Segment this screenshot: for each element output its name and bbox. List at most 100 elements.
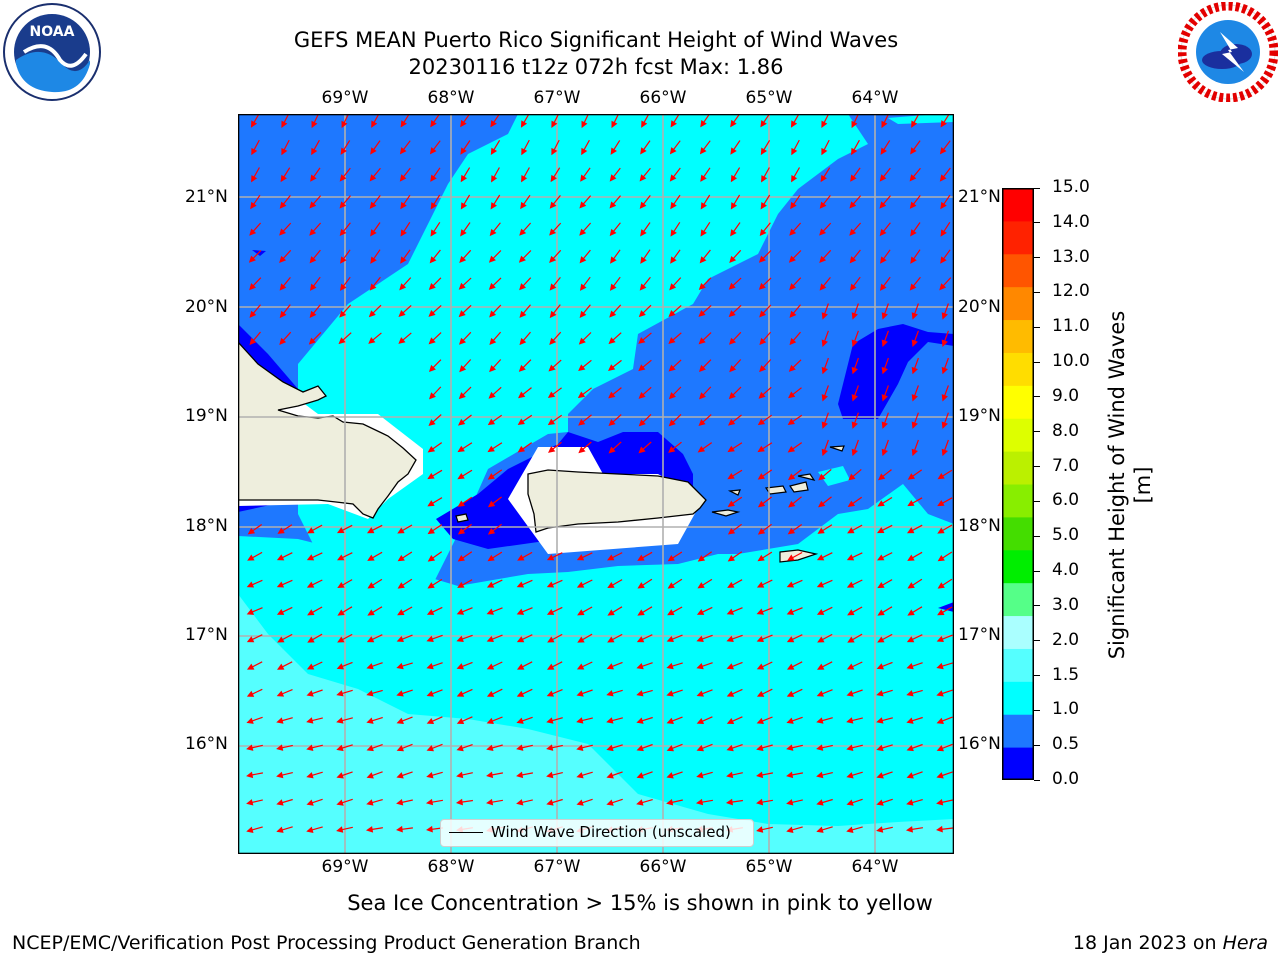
wave-arrow-head xyxy=(727,472,735,480)
land-island xyxy=(455,513,469,523)
wave-arrow-head xyxy=(370,147,377,155)
wave-arrow-head xyxy=(486,744,494,752)
wave-arrow-head xyxy=(607,581,615,589)
wave-arrow-head xyxy=(911,394,918,402)
wave-arrow-head xyxy=(608,391,616,399)
wave-arrow-head xyxy=(486,581,495,588)
colorbar-tick-label: 1.0 xyxy=(1052,699,1080,720)
wave-arrow-head xyxy=(878,473,886,481)
wave-arrow-head xyxy=(250,120,258,128)
wave-arrow-head xyxy=(849,256,857,264)
colorbar-tick xyxy=(1034,222,1040,224)
wave-arrow-head xyxy=(490,202,497,210)
wave-arrow-head xyxy=(427,445,436,453)
wave-arrow-head xyxy=(459,255,467,264)
wave-arrow-head xyxy=(639,174,647,182)
wave-arrow-head xyxy=(761,175,768,183)
colorbar-tick-label: 5.0 xyxy=(1052,525,1080,546)
wave-arrow-head xyxy=(577,391,586,399)
wave-arrow-head xyxy=(490,147,498,155)
wave-arrow-head xyxy=(336,826,344,833)
wave-arrow-head xyxy=(821,147,828,156)
wave-arrow-head xyxy=(636,745,644,752)
wave-arrow-head xyxy=(486,771,494,779)
wave-arrow-head xyxy=(547,418,556,426)
wave-arrow-head xyxy=(786,717,794,724)
wave-arrow-head xyxy=(517,554,525,561)
wave-arrow-head xyxy=(306,772,314,779)
wave-arrow-head xyxy=(460,119,467,128)
wave-arrow-head xyxy=(547,391,556,398)
wave-arrow-head xyxy=(246,636,255,643)
wave-arrow-head xyxy=(936,717,944,724)
wave-arrow-head xyxy=(727,527,736,535)
lon-label-bottom: 67°W xyxy=(533,857,581,877)
wave-arrow-head xyxy=(516,608,525,615)
wave-arrow-head xyxy=(936,799,944,806)
contour-1.0-1.5-patch xyxy=(818,466,850,486)
wave-arrow-head xyxy=(519,310,527,318)
colorbar-tick-label: 3.0 xyxy=(1052,594,1080,615)
wave-arrow-head xyxy=(700,202,707,210)
wave-arrow-head xyxy=(396,635,404,643)
wave-arrow-head xyxy=(247,663,255,670)
colorbar-tick xyxy=(1034,570,1040,572)
wave-arrow-head xyxy=(819,255,827,264)
wave-arrow-head xyxy=(876,826,884,833)
wave-arrow-head xyxy=(486,798,494,806)
wave-arrow-head xyxy=(546,717,554,724)
wave-arrow-head xyxy=(336,744,344,752)
wave-arrow-head xyxy=(548,364,556,372)
wave-arrow-head xyxy=(249,228,257,236)
colorbar-segment xyxy=(1002,714,1034,748)
wave-arrow-head xyxy=(756,635,764,643)
wave-arrow-head xyxy=(371,120,378,128)
wave-arrow-head xyxy=(609,310,617,318)
wave-arrow-head xyxy=(876,717,884,724)
wave-arrow-head xyxy=(516,690,525,697)
wave-arrow-head xyxy=(668,309,676,317)
colorbar-tick xyxy=(1034,779,1040,781)
wave-arrow-head xyxy=(786,771,794,779)
lat-label-right: 20°N xyxy=(958,297,1001,317)
wave-arrow-head xyxy=(757,500,766,508)
wave-arrow-head xyxy=(819,201,827,209)
wave-arrow-head xyxy=(941,339,948,347)
wave-arrow-head xyxy=(577,609,585,616)
wave-arrow-head xyxy=(340,256,347,264)
wave-arrow-head xyxy=(489,337,497,346)
wave-arrow-head xyxy=(816,581,825,588)
wave-arrow-head xyxy=(907,527,915,534)
wave-arrow-head xyxy=(699,147,707,155)
lat-label-left: 17°N xyxy=(185,625,228,645)
colorbar-segment xyxy=(1002,582,1034,617)
wave-arrow-head xyxy=(636,636,645,643)
colorbar xyxy=(1002,188,1034,781)
wave-arrow-head xyxy=(456,608,465,615)
wave-arrow-head xyxy=(729,365,737,373)
wave-arrow-head xyxy=(370,256,377,264)
wave-arrow-head xyxy=(366,744,374,752)
wave-arrow-head xyxy=(816,744,824,751)
wave-arrow-head xyxy=(249,337,257,346)
wave-arrow-head xyxy=(339,283,347,291)
wave-arrow-head xyxy=(821,312,828,320)
wave-arrow-head xyxy=(400,120,407,128)
wave-arrow-head xyxy=(789,228,797,236)
contour-1.5-2.0 xyxy=(238,594,954,854)
wave-arrow-head xyxy=(456,744,464,752)
wave-arrow-head xyxy=(880,147,887,155)
wave-arrow-head xyxy=(909,283,917,291)
wave-arrow-head xyxy=(339,310,347,318)
lon-label-bottom: 69°W xyxy=(321,857,369,877)
wave-arrow-head xyxy=(936,635,944,643)
wave-arrow-head xyxy=(756,608,764,615)
wave-arrow-head xyxy=(427,527,435,535)
wave-arrow-head xyxy=(851,312,858,320)
wave-arrow-head xyxy=(726,744,734,752)
colorbar-tick-label: 8.0 xyxy=(1052,420,1080,441)
wave-arrow-head xyxy=(637,582,645,589)
wave-arrow-head xyxy=(579,228,587,236)
wave-arrow-head xyxy=(758,391,766,399)
wave-arrow-head xyxy=(786,581,795,588)
